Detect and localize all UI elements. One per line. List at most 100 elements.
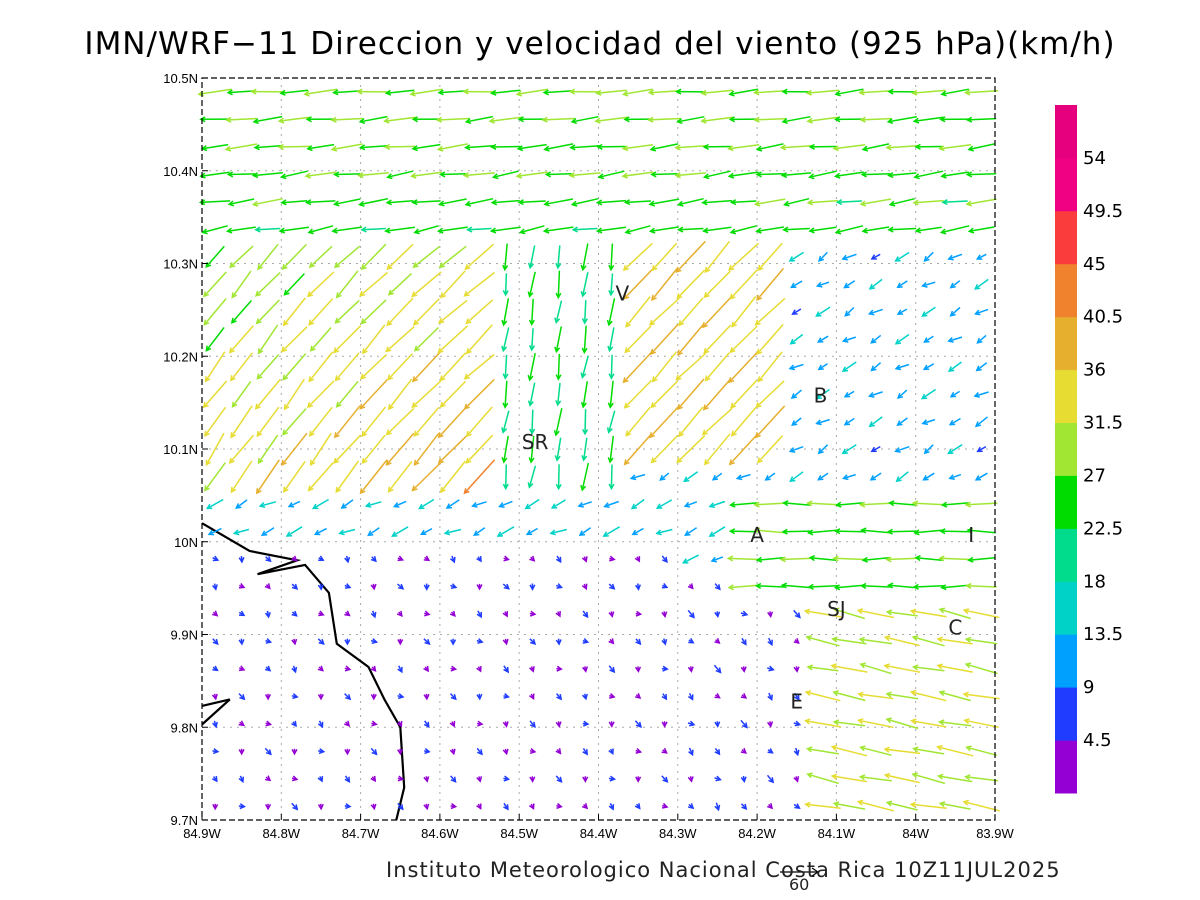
wind-arrow-shaft	[438, 299, 468, 324]
wind-arrow-shaft	[517, 171, 548, 177]
wind-arrow	[476, 776, 483, 783]
wind-arrow-head	[413, 459, 420, 467]
wind-arrow	[914, 143, 942, 150]
wind-arrow-head	[583, 720, 590, 727]
wind-arrow-head	[212, 748, 220, 755]
wind-arrow-head	[974, 283, 981, 290]
wind-arrow-head	[755, 171, 762, 178]
wind-arrow-shaft	[279, 116, 310, 122]
place-label-sj: SJ	[827, 597, 846, 621]
colorbar-bin	[1055, 475, 1077, 529]
wind-arrow	[859, 116, 892, 123]
wind-arrow-head	[516, 145, 524, 152]
wind-arrow-head	[804, 801, 811, 808]
wind-arrow-head	[962, 608, 970, 615]
wind-arrow	[436, 143, 468, 152]
wind-arrow	[420, 527, 433, 536]
wind-arrow-head	[963, 774, 971, 781]
lon-tick-label: 84.8W	[263, 826, 301, 841]
wind-arrow-shaft	[922, 418, 936, 425]
wind-arrow-head	[490, 143, 497, 150]
wind-arrow	[937, 719, 972, 727]
wind-arrow-shaft	[808, 529, 838, 534]
wind-arrow-head	[556, 802, 563, 810]
wind-arrow	[476, 583, 483, 591]
wind-arrow	[923, 335, 934, 343]
wind-arrow-shaft	[530, 435, 535, 463]
wind-arrow	[675, 88, 706, 95]
wind-arrow-head	[967, 145, 974, 152]
wind-arrow-shaft	[807, 502, 839, 506]
wind-arrow-head	[794, 694, 800, 701]
wind-arrow	[741, 637, 747, 646]
wind-arrow	[595, 199, 627, 206]
wind-arrow-shaft	[703, 378, 732, 410]
wind-arrow	[781, 88, 811, 95]
wind-arrow-shaft	[817, 472, 829, 481]
wind-arrow-shaft	[783, 227, 810, 231]
wind-arrow	[291, 693, 299, 700]
wind-arrow-head	[630, 503, 638, 510]
wind-arrow-shaft	[731, 296, 757, 328]
wind-arrow	[423, 776, 430, 783]
wind-arrow-head	[803, 608, 811, 615]
wind-arrow-head	[651, 264, 658, 272]
wind-arrow	[502, 721, 509, 728]
wind-arrow-head	[418, 503, 425, 510]
wind-arrow-shaft	[624, 379, 653, 409]
wind-arrow-head	[753, 200, 761, 207]
wind-arrow-head	[728, 90, 735, 97]
wind-arrow-shaft	[361, 243, 387, 270]
wind-arrow-head	[344, 583, 352, 589]
wind-arrow-shaft	[309, 406, 333, 437]
wind-arrow	[279, 170, 308, 180]
wind-arrow	[555, 775, 563, 783]
wind-arrow-head	[817, 448, 824, 455]
wind-arrow-head	[291, 775, 299, 782]
wind-arrow-shaft	[504, 354, 508, 379]
wind-arrow-shaft	[446, 499, 460, 509]
wind-arrow-shaft	[860, 776, 892, 782]
wind-arrow	[370, 693, 377, 701]
wind-arrow	[912, 583, 944, 590]
wind-arrow	[817, 363, 828, 371]
wind-arrow-shaft	[939, 721, 972, 727]
wind-arrow	[277, 143, 310, 150]
wind-arrow	[606, 298, 616, 327]
wind-arrow-head	[714, 584, 721, 591]
wind-arrow-head	[445, 503, 453, 509]
wind-arrow	[211, 693, 218, 701]
wind-arrow-shaft	[912, 89, 946, 94]
colorbar-label: 54	[1083, 148, 1106, 169]
wind-arrow	[911, 635, 945, 647]
wind-arrow-shaft	[557, 245, 561, 268]
wind-arrow-head	[635, 721, 642, 728]
wind-arrow-shaft	[975, 416, 988, 427]
wind-arrow-head	[683, 476, 690, 483]
wind-arrow	[205, 432, 225, 467]
wind-arrow-shaft	[610, 354, 613, 379]
wind-arrow-shaft	[913, 502, 945, 506]
wind-arrow	[254, 226, 281, 233]
wind-arrow	[580, 272, 589, 298]
wind-arrow	[287, 500, 301, 508]
wind-arrow-head	[436, 145, 444, 152]
wind-arrow-head	[317, 803, 324, 811]
wind-arrow	[212, 610, 219, 617]
wind-arrow-shaft	[966, 198, 997, 205]
wind-arrow	[624, 225, 651, 235]
wind-arrow	[280, 199, 308, 206]
wind-arrow-head	[423, 803, 430, 811]
wind-arrow	[781, 115, 811, 125]
wind-arrow-head	[477, 638, 484, 644]
wind-arrow-shaft	[939, 143, 972, 150]
wind-arrow	[938, 555, 971, 562]
wind-arrow	[211, 776, 218, 783]
wind-arrow	[411, 199, 441, 206]
wind-arrow-shaft	[419, 498, 435, 510]
wind-arrow	[965, 116, 997, 123]
wind-arrow	[465, 406, 493, 438]
wind-arrow-head	[318, 638, 325, 645]
wind-arrow-shaft	[610, 243, 614, 270]
wind-arrow-head	[411, 402, 418, 409]
